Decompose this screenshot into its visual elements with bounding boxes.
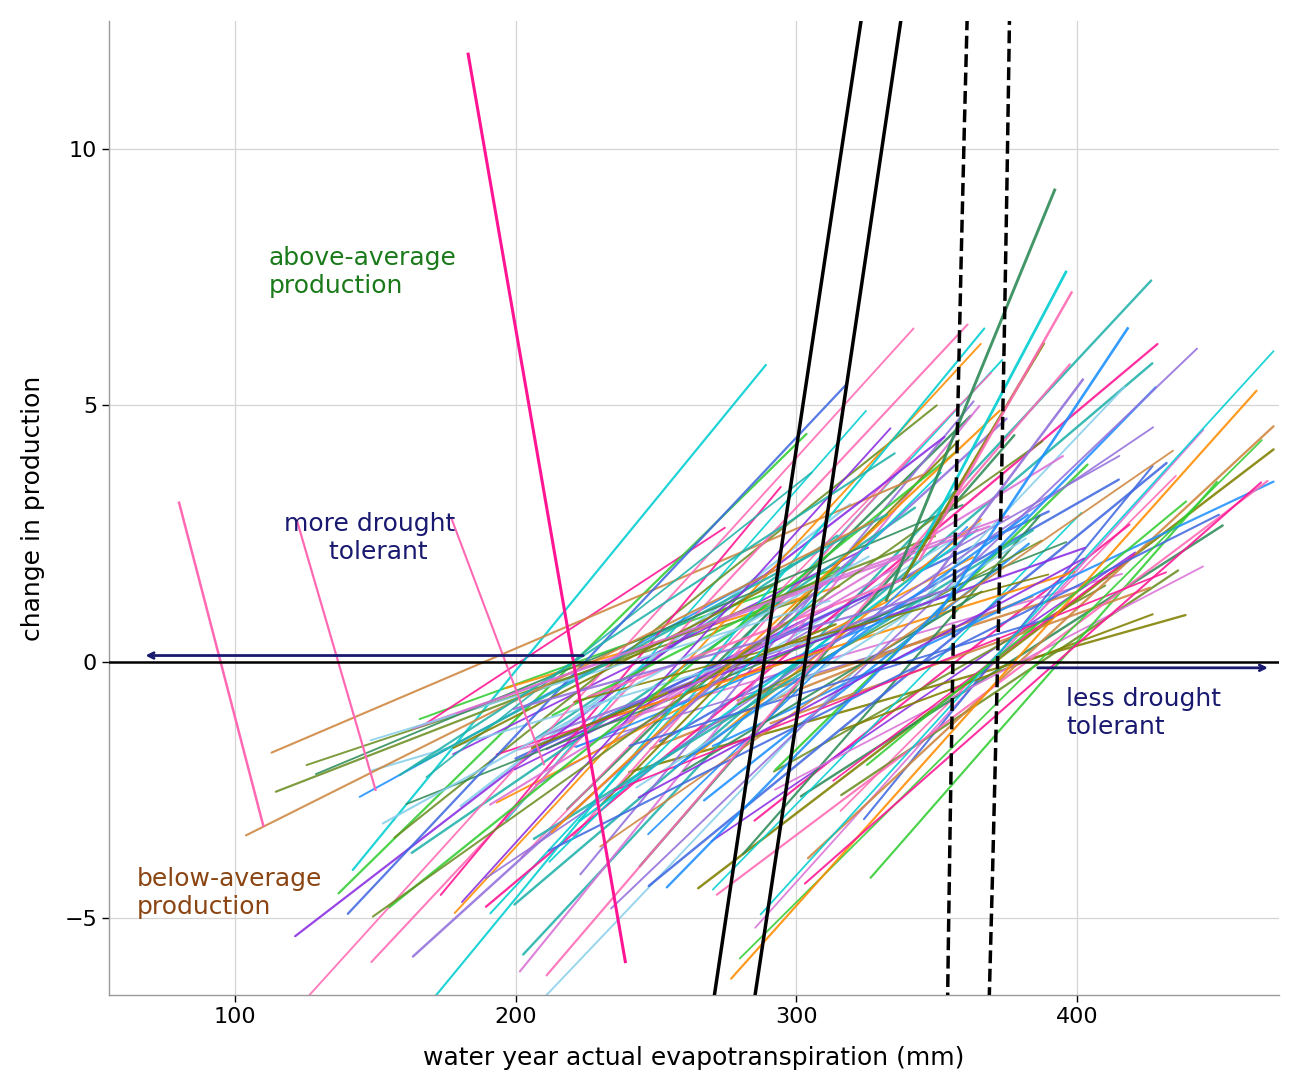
Text: less drought
tolerant: less drought tolerant bbox=[1066, 687, 1221, 739]
Text: more drought
  tolerant: more drought tolerant bbox=[285, 513, 455, 564]
X-axis label: water year actual evapotranspiration (mm): water year actual evapotranspiration (mm… bbox=[424, 1046, 965, 1070]
Y-axis label: change in production: change in production bbox=[21, 375, 44, 640]
Text: below-average
production: below-average production bbox=[136, 866, 322, 919]
Text: above-average
production: above-average production bbox=[269, 247, 456, 298]
